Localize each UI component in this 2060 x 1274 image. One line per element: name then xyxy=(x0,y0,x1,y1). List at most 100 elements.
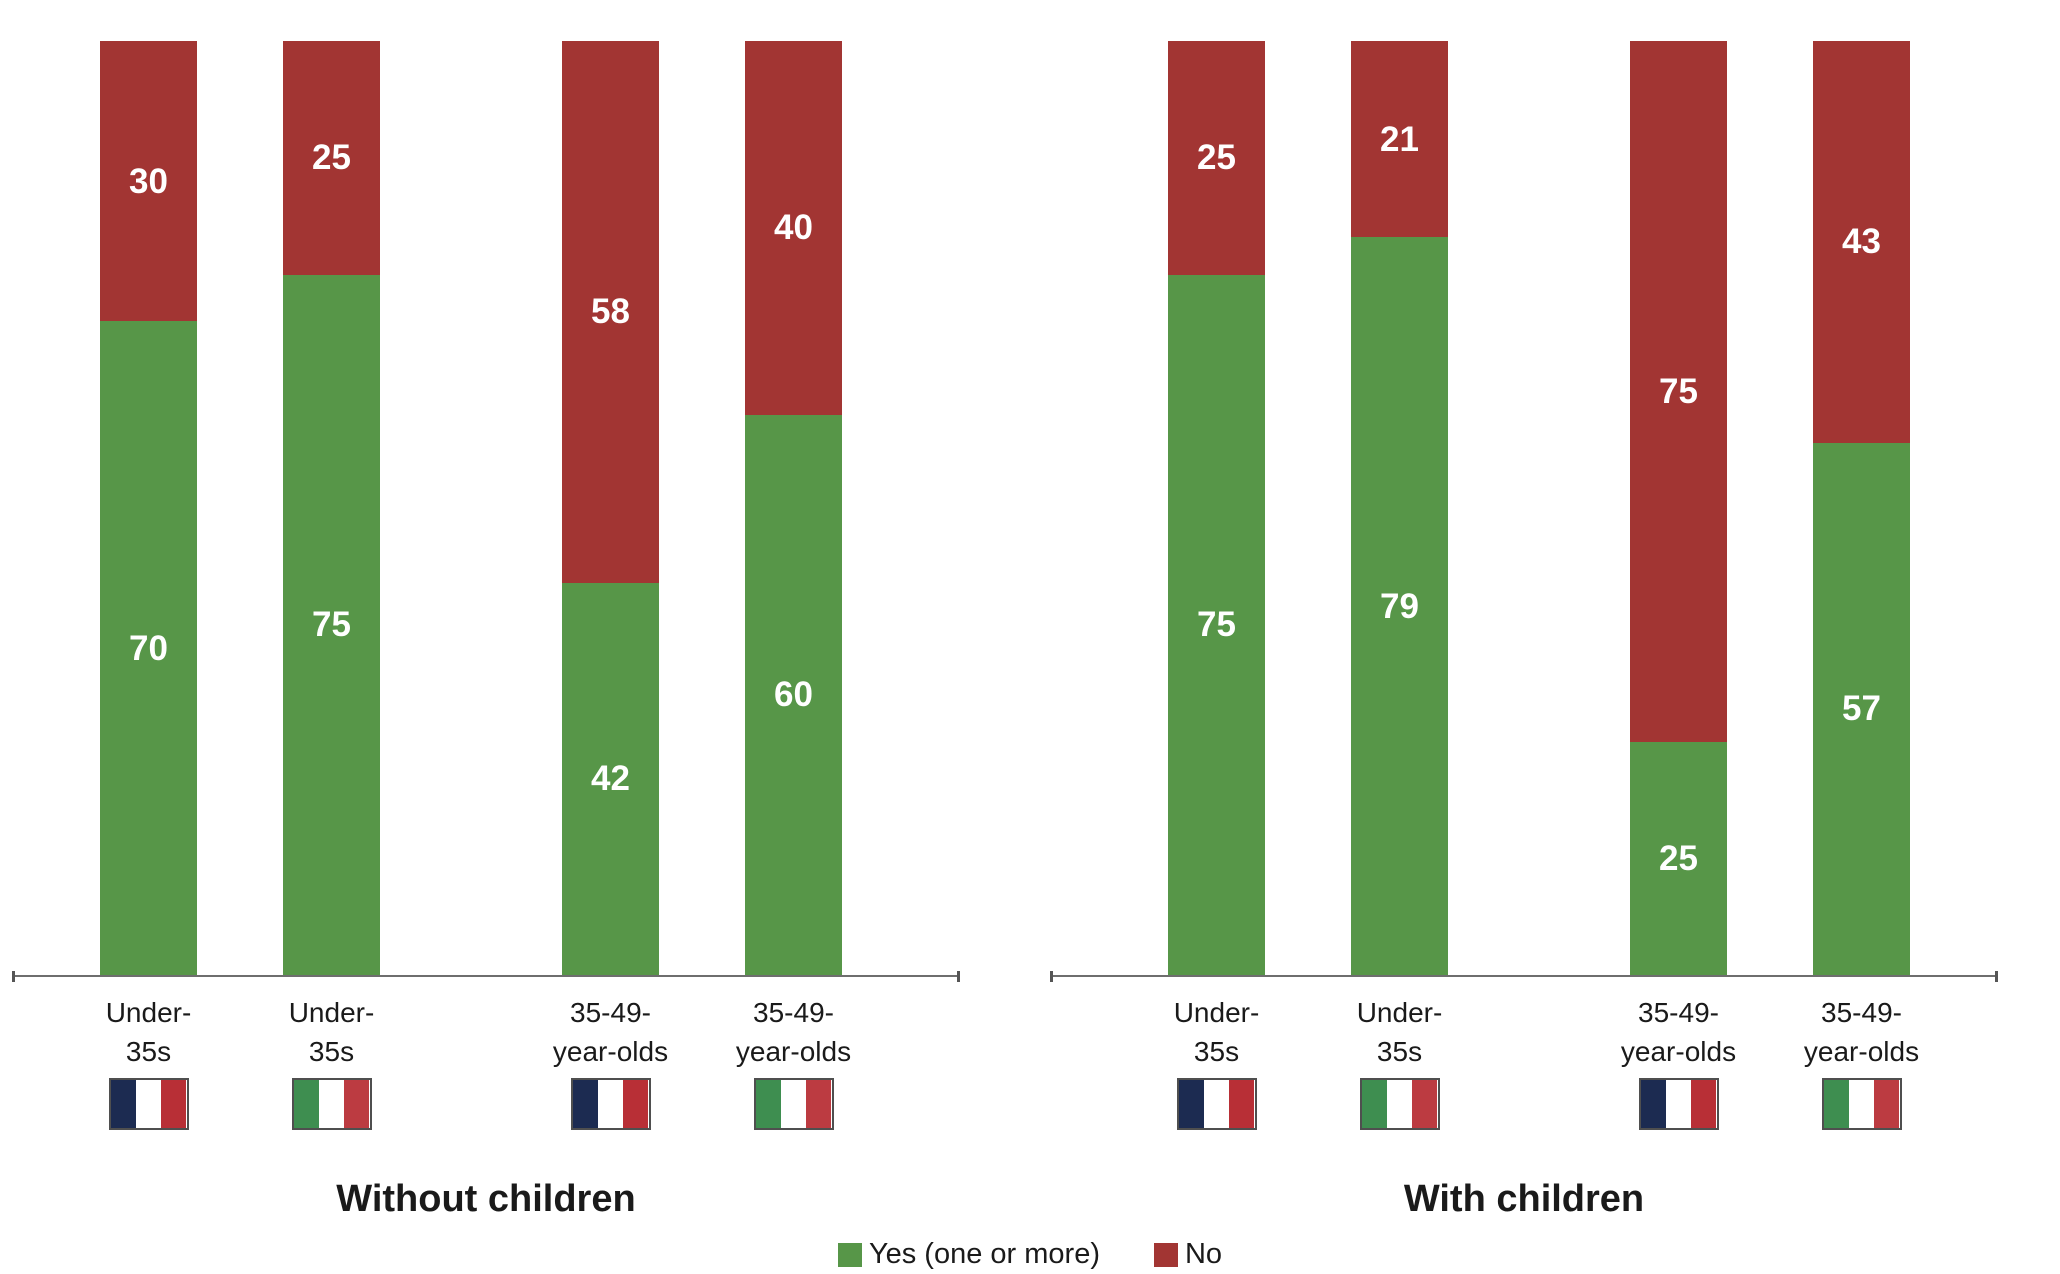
bar-segment-yes: 60 xyxy=(745,414,842,975)
bar-segment-no: 25 xyxy=(1168,41,1265,275)
stacked-bar: 40 60 xyxy=(745,41,842,975)
bar-value-label: 30 xyxy=(129,161,168,201)
france-flag-icon xyxy=(108,1078,189,1130)
flag-stripe xyxy=(293,1080,319,1128)
bar-value-label: 43 xyxy=(1842,222,1881,262)
bar-value-label: 75 xyxy=(1197,605,1236,645)
category-label: Under- 35s xyxy=(1107,993,1327,1071)
flag-stripe xyxy=(1178,1080,1204,1128)
bar-segment-no: 25 xyxy=(283,41,380,275)
flag-stripe xyxy=(1848,1080,1875,1128)
flag-stripe xyxy=(1386,1080,1413,1128)
bar-segment-no: 40 xyxy=(745,41,842,415)
category-label-line: 35-49- xyxy=(570,997,651,1028)
bar-value-label: 25 xyxy=(1197,138,1236,178)
france-flag-icon xyxy=(1176,1078,1257,1130)
legend-item-no: No xyxy=(1153,1238,1223,1271)
bar-segment-no: 21 xyxy=(1351,41,1448,238)
bar-value-label: 79 xyxy=(1380,586,1419,626)
flag-stripe xyxy=(1823,1080,1849,1128)
category-label: Under- 35s xyxy=(222,993,442,1071)
legend-label-no: No xyxy=(1184,1238,1223,1270)
category-label-line: year-olds xyxy=(1803,1036,1920,1067)
bar-segment-yes: 75 xyxy=(1168,274,1265,975)
category-label: 35-49- year-olds xyxy=(1752,993,1972,1071)
flag-stripe xyxy=(1229,1080,1255,1128)
bar-value-label: 57 xyxy=(1842,689,1881,729)
bar-segment-no: 43 xyxy=(1813,41,1910,443)
category-label-line: Under- xyxy=(105,997,192,1028)
panel-without-children: Without children 30 70 Under- 35s 25 75 Under-… xyxy=(12,0,960,1274)
flag-stripe xyxy=(135,1080,162,1128)
flag-stripe xyxy=(1665,1080,1692,1128)
italy-flag-icon xyxy=(1359,1078,1440,1130)
italy-flag-icon xyxy=(1821,1078,1902,1130)
bar-value-label: 60 xyxy=(774,675,813,715)
axis-tick-icon xyxy=(12,971,15,982)
bar-value-label: 25 xyxy=(1659,838,1698,878)
category-label-line: 35-49- xyxy=(1638,997,1719,1028)
bar-segment-yes: 42 xyxy=(562,582,659,975)
italy-flag-icon xyxy=(291,1078,372,1130)
panel-title: With children xyxy=(1403,1178,1645,1220)
bar-segment-yes: 75 xyxy=(283,274,380,975)
flag-stripe xyxy=(161,1080,187,1128)
category-label-line: 35s xyxy=(125,1036,172,1067)
bar-segment-yes: 79 xyxy=(1351,237,1448,975)
france-flag-icon xyxy=(1638,1078,1719,1130)
bar-value-label: 21 xyxy=(1380,119,1419,159)
flag-stripe xyxy=(806,1080,832,1128)
axis-tick-icon xyxy=(1995,971,1998,982)
legend-item-yes: Yes (one or more) xyxy=(837,1238,1100,1271)
flag-stripe xyxy=(755,1080,781,1128)
france-flag-icon xyxy=(570,1078,651,1130)
stacked-bar: 43 57 xyxy=(1813,41,1910,975)
x-axis-line xyxy=(12,971,960,982)
x-axis-line xyxy=(1050,971,1998,982)
flag-stripe xyxy=(1412,1080,1438,1128)
flag-stripe xyxy=(1691,1080,1717,1128)
category-label-line: Under- xyxy=(288,997,375,1028)
flag-stripe xyxy=(318,1080,345,1128)
flag-stripe xyxy=(1640,1080,1666,1128)
flag-stripe xyxy=(1203,1080,1230,1128)
bar-value-label: 75 xyxy=(312,605,351,645)
bar-segment-yes: 57 xyxy=(1813,442,1910,975)
panel-with-children: With children 25 75 Under- 35s 21 79 Under- 35s… xyxy=(1050,0,1998,1274)
axis-tick-icon xyxy=(1050,971,1053,982)
stacked-bar: 25 75 xyxy=(283,41,380,975)
flag-stripe xyxy=(597,1080,624,1128)
category-label-line: Under- xyxy=(1173,997,1260,1028)
chart-legend: Yes (one or more) No xyxy=(0,1238,2060,1271)
bar-value-label: 75 xyxy=(1659,371,1698,411)
bar-segment-no: 58 xyxy=(562,41,659,583)
bar-segment-no: 30 xyxy=(100,41,197,322)
category-label-line: 35s xyxy=(1376,1036,1423,1067)
stacked-bar: 25 75 xyxy=(1168,41,1265,975)
panel-title: Without children xyxy=(336,1178,636,1220)
stacked-bar: 75 25 xyxy=(1630,41,1727,975)
category-label-line: Under- xyxy=(1356,997,1443,1028)
legend-label-yes: Yes (one or more) xyxy=(868,1238,1100,1270)
category-label: 35-49- year-olds xyxy=(501,993,721,1071)
bar-value-label: 70 xyxy=(129,628,168,668)
flag-stripe xyxy=(623,1080,649,1128)
italy-flag-icon xyxy=(753,1078,834,1130)
category-label-line: year-olds xyxy=(735,1036,852,1067)
bar-segment-yes: 25 xyxy=(1630,741,1727,975)
bar-value-label: 40 xyxy=(774,208,813,248)
stacked-bar: 58 42 xyxy=(562,41,659,975)
category-label: 35-49- year-olds xyxy=(1569,993,1789,1071)
category-label-line: 35s xyxy=(308,1036,355,1067)
flag-stripe xyxy=(344,1080,370,1128)
flag-stripe xyxy=(1361,1080,1387,1128)
flag-stripe xyxy=(572,1080,598,1128)
category-label: Under- 35s xyxy=(1290,993,1510,1071)
legend-swatch-no-icon xyxy=(1153,1242,1178,1267)
bar-segment-yes: 70 xyxy=(100,321,197,975)
category-label-line: year-olds xyxy=(552,1036,669,1067)
stacked-bar: 21 79 xyxy=(1351,41,1448,975)
flag-stripe xyxy=(780,1080,807,1128)
category-label-line: year-olds xyxy=(1620,1036,1737,1067)
